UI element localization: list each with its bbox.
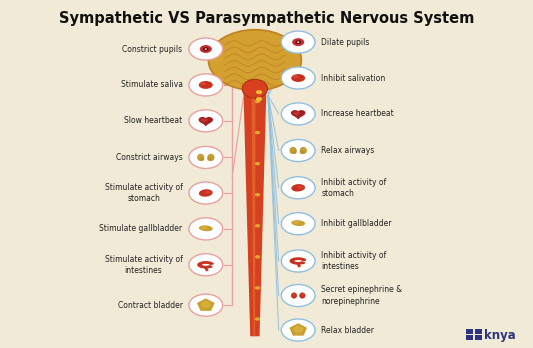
- Ellipse shape: [199, 189, 213, 197]
- Text: knya: knya: [484, 329, 516, 342]
- Polygon shape: [201, 301, 210, 307]
- Ellipse shape: [293, 221, 300, 224]
- Polygon shape: [198, 299, 214, 310]
- Polygon shape: [201, 119, 207, 122]
- Ellipse shape: [291, 293, 297, 298]
- Text: Constrict airways: Constrict airways: [116, 153, 183, 162]
- Circle shape: [189, 74, 223, 96]
- Circle shape: [281, 177, 315, 199]
- Polygon shape: [294, 112, 300, 116]
- Circle shape: [281, 250, 315, 272]
- Text: Stimulate saliva: Stimulate saliva: [120, 80, 183, 89]
- Polygon shape: [252, 84, 255, 336]
- Circle shape: [200, 45, 212, 53]
- Polygon shape: [243, 84, 266, 336]
- Circle shape: [255, 100, 260, 103]
- Circle shape: [281, 319, 315, 341]
- Ellipse shape: [204, 191, 211, 194]
- Ellipse shape: [292, 150, 297, 154]
- Circle shape: [255, 255, 260, 259]
- Circle shape: [295, 40, 301, 44]
- Text: Slow heartbeat: Slow heartbeat: [124, 116, 183, 125]
- FancyBboxPatch shape: [474, 335, 482, 340]
- Text: Constrict pupils: Constrict pupils: [123, 45, 183, 54]
- Circle shape: [255, 193, 260, 196]
- Circle shape: [281, 67, 315, 89]
- Ellipse shape: [207, 157, 212, 161]
- Circle shape: [292, 38, 304, 46]
- Circle shape: [189, 218, 223, 240]
- Text: Relax airways: Relax airways: [321, 146, 375, 155]
- Text: Inhibit activity of
intestines: Inhibit activity of intestines: [321, 251, 386, 271]
- Text: Stimulate gallbladder: Stimulate gallbladder: [100, 224, 183, 234]
- Ellipse shape: [291, 74, 305, 82]
- Text: Increase heartbeat: Increase heartbeat: [321, 109, 394, 118]
- Circle shape: [281, 284, 315, 307]
- Circle shape: [189, 147, 223, 168]
- Circle shape: [255, 286, 260, 290]
- Circle shape: [289, 36, 308, 48]
- Polygon shape: [294, 326, 303, 332]
- Text: Secret epinephrine &
norepinephrine: Secret epinephrine & norepinephrine: [321, 285, 402, 306]
- Ellipse shape: [297, 186, 303, 189]
- Circle shape: [255, 224, 260, 228]
- Text: Sympathetic VS Parasympathetic Nervous System: Sympathetic VS Parasympathetic Nervous S…: [59, 11, 474, 26]
- Text: Inhibit salivation: Inhibit salivation: [321, 73, 386, 82]
- Circle shape: [203, 47, 208, 51]
- Ellipse shape: [290, 147, 296, 154]
- FancyBboxPatch shape: [466, 335, 473, 340]
- Ellipse shape: [199, 226, 213, 231]
- Ellipse shape: [201, 226, 207, 229]
- Text: Stimulate activity of
intestines: Stimulate activity of intestines: [104, 255, 183, 275]
- Circle shape: [255, 131, 260, 134]
- Circle shape: [256, 97, 262, 101]
- Ellipse shape: [199, 81, 213, 89]
- Ellipse shape: [197, 154, 204, 161]
- Circle shape: [197, 43, 215, 55]
- Polygon shape: [292, 111, 305, 118]
- Ellipse shape: [300, 150, 304, 154]
- Circle shape: [281, 140, 315, 161]
- Circle shape: [189, 110, 223, 132]
- Circle shape: [281, 103, 315, 125]
- Text: Relax bladder: Relax bladder: [321, 325, 374, 334]
- Polygon shape: [198, 262, 213, 268]
- Circle shape: [205, 48, 207, 50]
- Ellipse shape: [292, 75, 298, 78]
- Ellipse shape: [300, 147, 306, 154]
- FancyBboxPatch shape: [474, 329, 482, 334]
- Ellipse shape: [301, 294, 304, 296]
- Circle shape: [189, 38, 223, 60]
- Circle shape: [256, 90, 262, 94]
- Text: Dilate pupils: Dilate pupils: [321, 38, 370, 47]
- Ellipse shape: [242, 79, 268, 98]
- Ellipse shape: [292, 184, 305, 191]
- Circle shape: [255, 162, 260, 165]
- Ellipse shape: [291, 220, 305, 226]
- Circle shape: [255, 317, 260, 321]
- Circle shape: [297, 41, 300, 43]
- Circle shape: [189, 294, 223, 316]
- Text: Stimulate activity of
stomach: Stimulate activity of stomach: [104, 183, 183, 203]
- Circle shape: [189, 182, 223, 204]
- Ellipse shape: [293, 294, 295, 296]
- FancyBboxPatch shape: [466, 329, 473, 334]
- Circle shape: [208, 30, 301, 90]
- Polygon shape: [290, 324, 306, 335]
- Circle shape: [189, 254, 223, 276]
- Text: Inhibit activity of
stomach: Inhibit activity of stomach: [321, 178, 386, 198]
- Polygon shape: [290, 258, 306, 264]
- Ellipse shape: [200, 157, 204, 161]
- Circle shape: [281, 213, 315, 235]
- Ellipse shape: [208, 154, 214, 161]
- Ellipse shape: [300, 293, 305, 298]
- Polygon shape: [199, 118, 212, 125]
- Ellipse shape: [200, 82, 206, 85]
- Text: Inhibit gallbladder: Inhibit gallbladder: [321, 219, 392, 228]
- Text: Contract bladder: Contract bladder: [118, 301, 183, 310]
- Circle shape: [281, 31, 315, 53]
